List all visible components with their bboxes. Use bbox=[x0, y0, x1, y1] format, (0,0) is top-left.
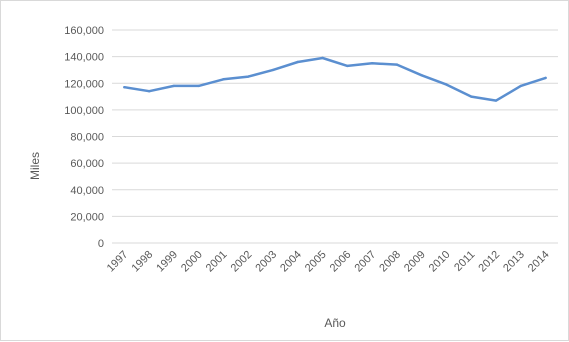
x-tick-label: 2014 bbox=[526, 249, 552, 275]
gridlines bbox=[112, 29, 558, 244]
x-axis-label: Año bbox=[324, 316, 346, 330]
x-tick-labels: 1997199819992000200120022003200420052006… bbox=[105, 249, 552, 275]
data-point bbox=[445, 83, 448, 86]
data-point bbox=[346, 64, 349, 68]
x-tick-label: 2007 bbox=[352, 249, 378, 275]
data-point bbox=[321, 56, 324, 60]
x-tick-label: 2009 bbox=[402, 249, 428, 275]
y-tick-label: 20,000 bbox=[70, 211, 104, 223]
x-tick-label: 1999 bbox=[154, 249, 180, 275]
x-tick-label: 2000 bbox=[179, 249, 205, 275]
x-tick-label: 2001 bbox=[204, 249, 230, 275]
series-layer bbox=[123, 56, 547, 102]
x-tick-label: 2012 bbox=[476, 249, 502, 275]
y-axis-label: Miles bbox=[28, 152, 42, 180]
x-tick-label: 2008 bbox=[377, 249, 403, 275]
y-tick-label: 60,000 bbox=[70, 158, 104, 170]
x-tick-label: 2011 bbox=[452, 249, 477, 274]
data-point bbox=[296, 60, 300, 64]
x-tick-label: 2003 bbox=[253, 249, 279, 275]
y-tick-label: 40,000 bbox=[70, 185, 104, 197]
y-tick-label: 80,000 bbox=[70, 132, 104, 144]
data-point bbox=[420, 74, 423, 77]
data-point bbox=[147, 90, 151, 93]
y-tick-label: 0 bbox=[98, 238, 104, 250]
data-point bbox=[544, 76, 547, 80]
data-point bbox=[519, 84, 523, 88]
x-tick-label: 2005 bbox=[303, 249, 329, 275]
y-tick-label: 160,000 bbox=[64, 25, 104, 37]
data-point bbox=[123, 86, 126, 89]
series-line bbox=[123, 56, 547, 102]
data-point bbox=[494, 99, 498, 102]
data-point bbox=[172, 84, 176, 88]
x-tick-label: 2002 bbox=[229, 249, 255, 275]
x-tick-label: 1998 bbox=[129, 249, 155, 275]
data-point bbox=[247, 75, 250, 78]
y-tick-labels: 0 20,000 40,000 60,000 80,000 100,000 120,000 1… bbox=[64, 25, 104, 250]
x-tick-label: 2004 bbox=[278, 249, 304, 275]
data-point bbox=[470, 95, 473, 98]
y-tick-label: 100,000 bbox=[64, 105, 104, 117]
data-point bbox=[370, 62, 374, 65]
x-tick-label: 2006 bbox=[328, 249, 354, 275]
x-tick-label: 2013 bbox=[501, 249, 527, 275]
x-tick-label: 1997 bbox=[105, 249, 131, 275]
y-tick-label: 140,000 bbox=[64, 52, 104, 64]
data-point bbox=[271, 68, 275, 72]
y-tick-label: 120,000 bbox=[64, 78, 104, 90]
x-tick-label: 2010 bbox=[427, 249, 453, 275]
data-point bbox=[222, 78, 225, 81]
data-point bbox=[395, 63, 399, 66]
data-point bbox=[197, 84, 200, 88]
